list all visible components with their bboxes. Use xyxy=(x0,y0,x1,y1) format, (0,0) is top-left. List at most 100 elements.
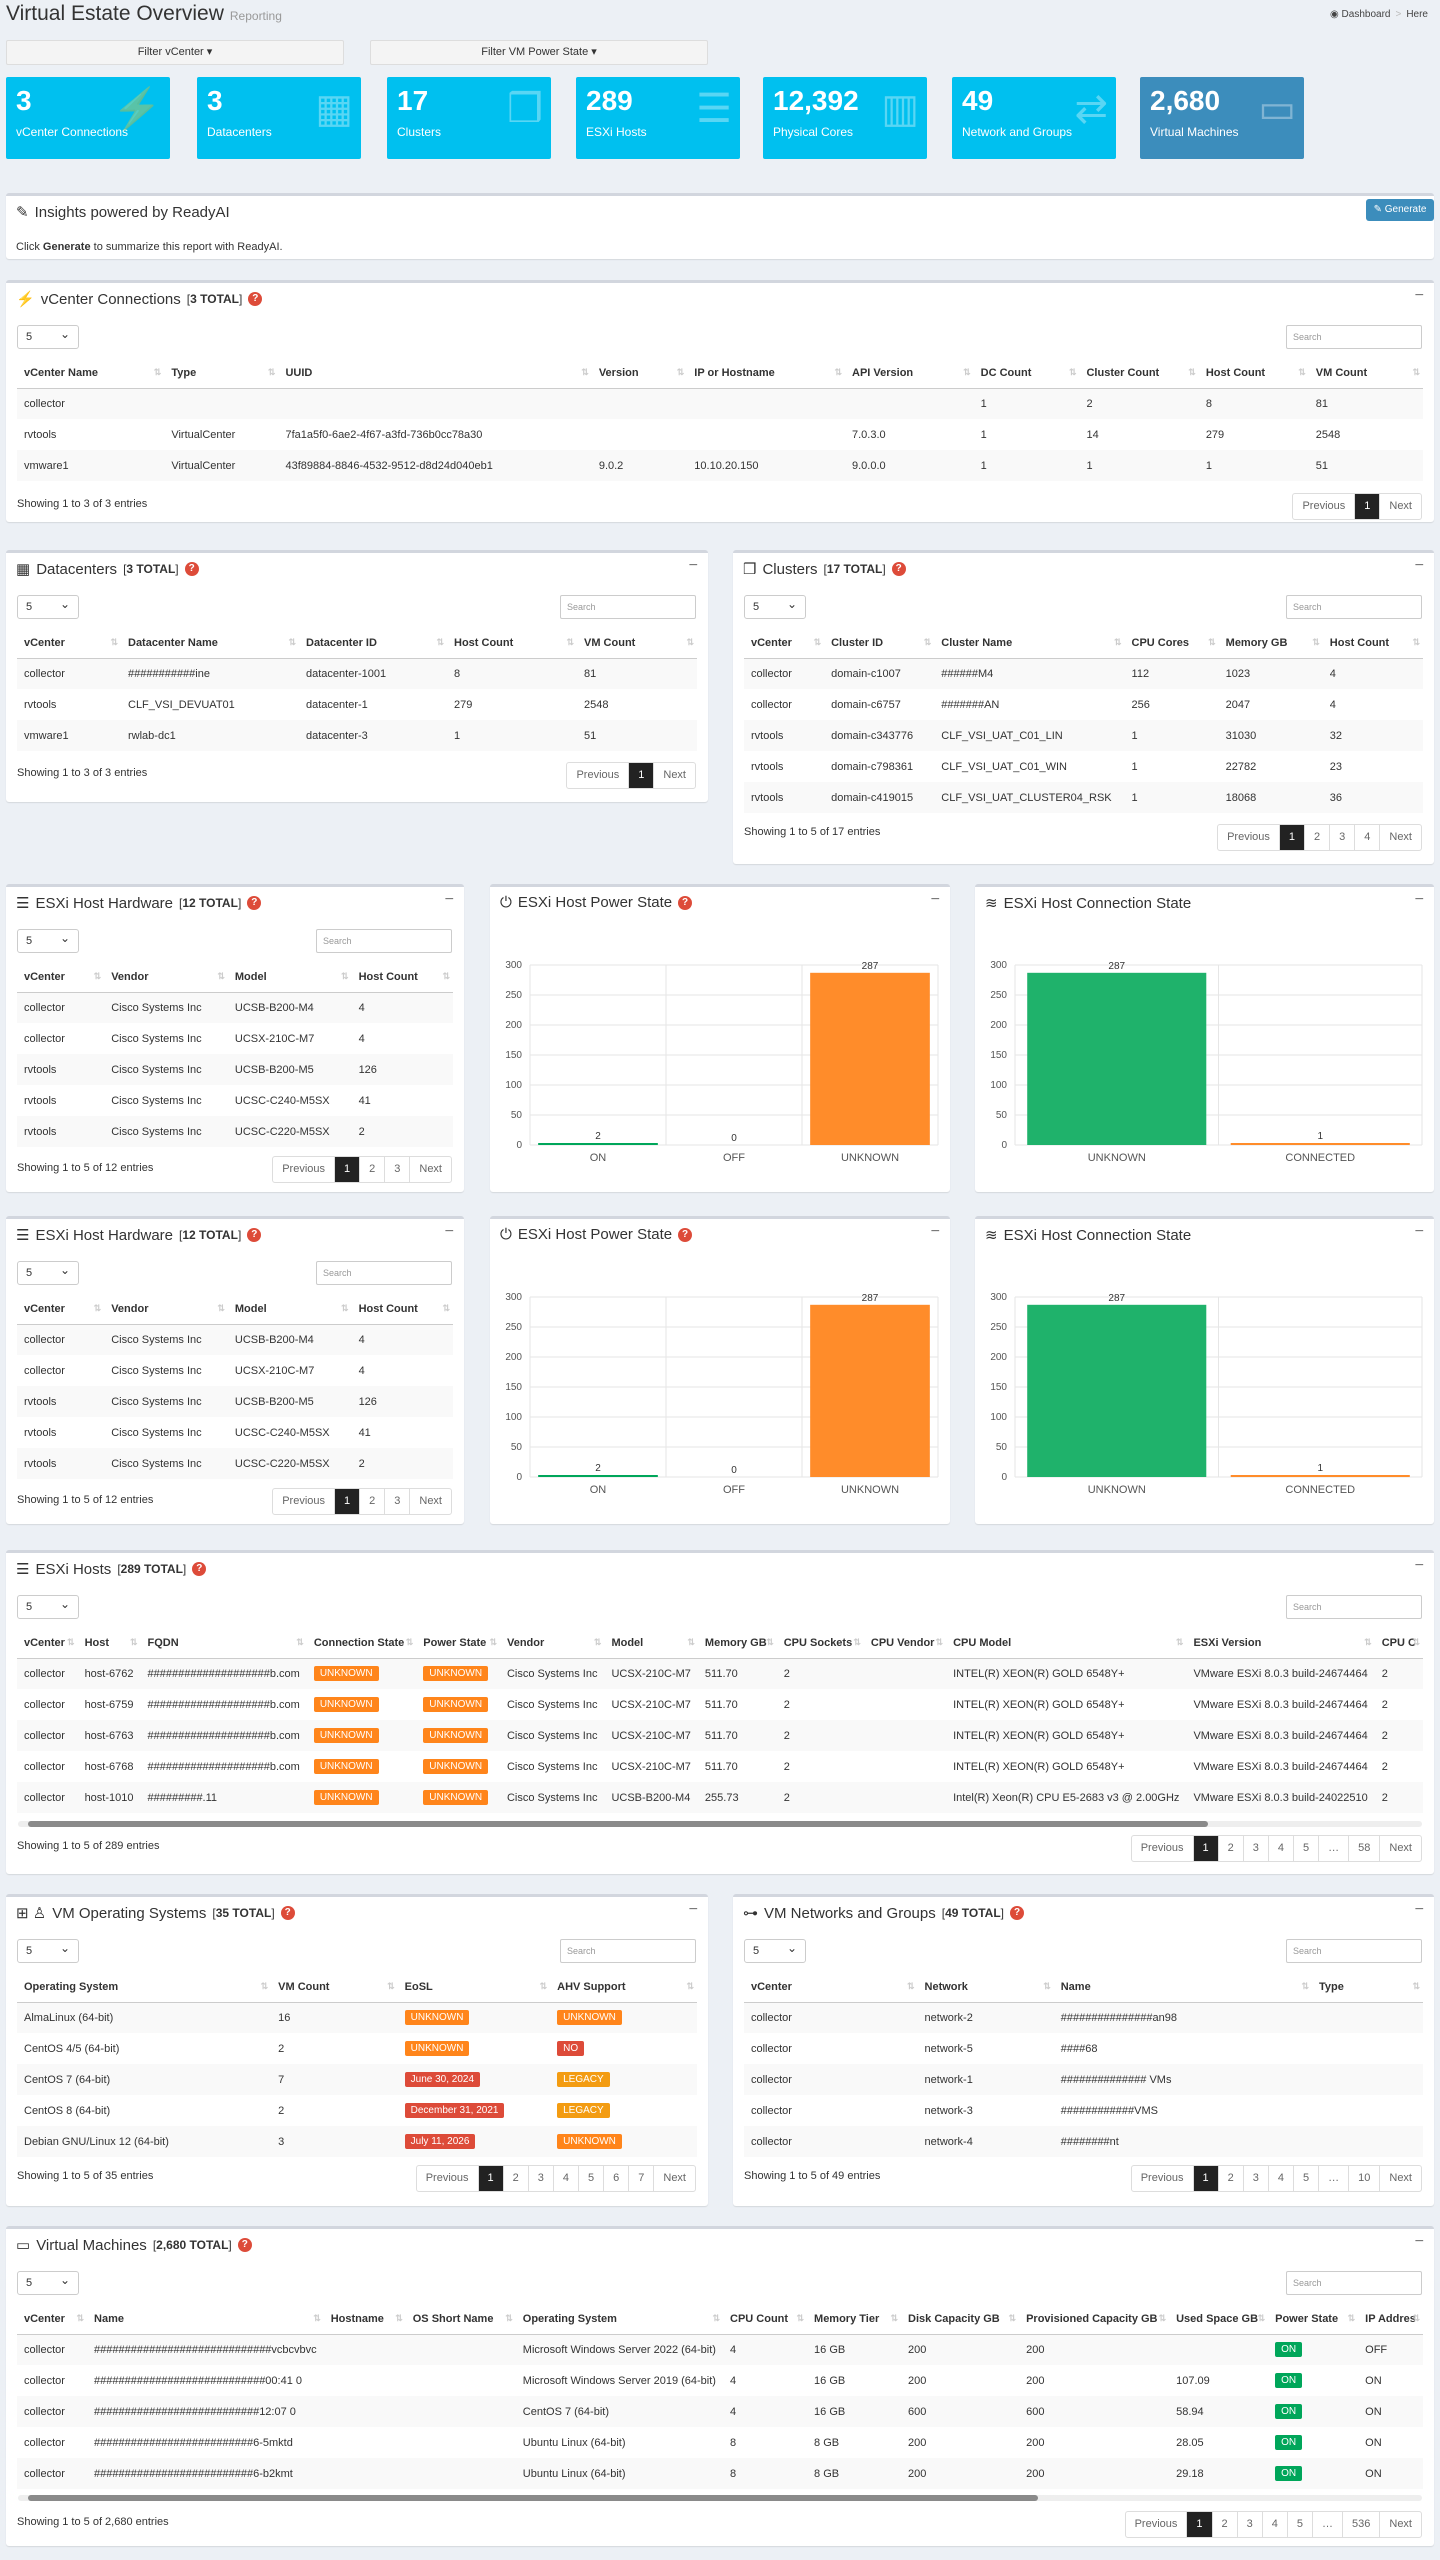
page-button[interactable]: 10 xyxy=(1348,2166,1379,2191)
page-button[interactable]: 1 xyxy=(1192,1836,1218,1861)
column-header[interactable]: vCenter xyxy=(17,629,121,659)
tile-network-and-groups[interactable]: 49 Network and Groups ⇄ xyxy=(952,77,1116,159)
prev-page-button[interactable]: Previous xyxy=(1134,2518,1178,2530)
column-header[interactable]: vCenter xyxy=(17,2305,88,2335)
tile-clusters[interactable]: 17 Clusters ❒ xyxy=(387,77,551,159)
page-button[interactable]: 1 xyxy=(334,1157,360,1182)
page-button[interactable]: 7 xyxy=(628,2166,653,2191)
column-header[interactable]: Name xyxy=(87,2305,324,2335)
table-row[interactable]: collector network-3 ############VMS xyxy=(744,2095,1423,2126)
page-size-select[interactable]: 5 xyxy=(17,1937,79,1963)
collapse-button[interactable]: − xyxy=(1414,2233,1424,2250)
prev-page-button[interactable]: Previous xyxy=(425,2172,469,2184)
table-row[interactable]: AlmaLinux (64-bit) 16 UNKNOWN UNKNOWN xyxy=(17,2002,697,2033)
bar-unknown[interactable] xyxy=(810,1304,930,1477)
page-size-select[interactable]: 5 xyxy=(744,1937,806,1963)
table-row[interactable]: CentOS 8 (64-bit) 2 December 31, 2021 LEGAC… xyxy=(17,2095,697,2126)
page-button[interactable]: 4 xyxy=(1267,1836,1293,1861)
help-icon[interactable]: ? xyxy=(248,292,263,306)
table-row[interactable]: rvtools VirtualCenter 7fa1a5f0-6ae2-4f67-a… xyxy=(17,419,1423,450)
page-button[interactable]: 4 xyxy=(1354,825,1379,850)
page-button[interactable]: 3 xyxy=(1242,1836,1268,1861)
table-row[interactable]: collector #############################vc… xyxy=(17,2334,1423,2365)
column-header[interactable]: vCenter xyxy=(17,1295,105,1325)
column-header[interactable]: Memory Tier xyxy=(807,2305,902,2335)
page-size-select[interactable]: 5 xyxy=(17,1593,79,1619)
table-row[interactable]: rvtools domain-c343776 CLF_VSI_UAT_C01_LIN… xyxy=(744,720,1423,751)
table-row[interactable]: rvtools Cisco Systems Inc UCSB-B200-M5 126 xyxy=(17,1054,453,1085)
page-button[interactable]: … xyxy=(1318,2166,1348,2191)
prev-page-button[interactable]: Previous xyxy=(1140,2172,1184,2184)
next-page-button[interactable]: Next xyxy=(1379,1836,1421,1861)
table-row[interactable]: rvtools domain-c419015 CLF_VSI_UAT_CLUSTER… xyxy=(744,782,1423,813)
page-button[interactable]: 1 xyxy=(1192,2166,1218,2191)
column-header[interactable]: CPU Sockets xyxy=(776,1629,864,1659)
collapse-button[interactable]: − xyxy=(1414,1557,1424,1574)
page-button[interactable]: 6 xyxy=(603,2166,628,2191)
bar-unknown[interactable] xyxy=(1027,1304,1207,1477)
column-header[interactable]: CPU Cores xyxy=(1124,629,1219,659)
column-header[interactable]: Vendor xyxy=(104,963,228,993)
page-button[interactable]: … xyxy=(1312,2512,1342,2537)
column-header[interactable]: OS Short Name xyxy=(405,2305,516,2335)
next-page-button[interactable]: Next xyxy=(653,2166,695,2191)
collapse-button[interactable]: − xyxy=(444,891,454,908)
column-header[interactable]: Vendor xyxy=(104,1295,228,1325)
column-header[interactable]: Memory GB xyxy=(697,1629,777,1659)
page-button[interactable]: 3 xyxy=(1329,825,1354,850)
prev-page-button[interactable]: Previous xyxy=(282,1495,325,1507)
collapse-button[interactable]: − xyxy=(444,1223,454,1240)
column-header[interactable]: vCenter xyxy=(744,1973,918,2003)
column-header[interactable]: Host xyxy=(77,1629,141,1659)
table-row[interactable]: collector ############################00:… xyxy=(17,2365,1423,2396)
page-button[interactable]: 2 xyxy=(502,2166,528,2191)
table-row[interactable]: collector 1 2 8 81 xyxy=(17,388,1423,419)
collapse-button[interactable]: − xyxy=(688,557,698,574)
table-row[interactable]: rvtools CLF_VSI_DEVUAT01 datacenter-1 279 25… xyxy=(17,689,697,720)
table-row[interactable]: collector host-6763 ####################b.… xyxy=(17,1720,1423,1751)
column-header[interactable]: Power State xyxy=(1268,2305,1359,2335)
column-header[interactable]: Connection State xyxy=(306,1629,417,1659)
page-button[interactable]: 2 xyxy=(1211,2512,1237,2537)
search-input[interactable]: Search xyxy=(1286,595,1422,619)
page-button[interactable]: 3 xyxy=(1242,2166,1268,2191)
next-page-button[interactable]: Next xyxy=(1379,2166,1421,2191)
prev-page-button[interactable]: Previous xyxy=(282,1163,325,1175)
search-input[interactable]: Search xyxy=(1286,1595,1422,1619)
table-row[interactable]: collector ##########################6-b2k… xyxy=(17,2458,1423,2489)
tile-physical-cores[interactable]: 12,392 Physical Cores ▥ xyxy=(763,77,927,159)
page-size-select[interactable]: 5 xyxy=(17,1259,79,1285)
horizontal-scrollbar[interactable] xyxy=(6,2493,1434,2503)
filter-power-state-button[interactable]: Filter VM Power State ▾ xyxy=(370,40,708,65)
table-row[interactable]: rvtools Cisco Systems Inc UCSC-C240-M5SX 41 xyxy=(17,1417,453,1448)
table-row[interactable]: vmware1 VirtualCenter 43f89884-8846-4532-9… xyxy=(17,450,1423,481)
table-row[interactable]: CentOS 4/5 (64-bit) 2 UNKNOWN NO xyxy=(17,2033,697,2064)
bar-unknown[interactable] xyxy=(810,972,930,1145)
next-page-button[interactable]: Next xyxy=(1379,825,1421,850)
page-size-select[interactable]: 5 xyxy=(17,927,79,953)
column-header[interactable]: Type xyxy=(1312,1973,1423,2003)
search-input[interactable]: Search xyxy=(1286,2271,1422,2295)
page-size-select[interactable]: 5 xyxy=(17,323,79,349)
table-row[interactable]: collector host-6768 ####################b.… xyxy=(17,1751,1423,1782)
search-input[interactable]: Search xyxy=(560,1939,696,1963)
column-header[interactable]: CPU Count xyxy=(723,2305,808,2335)
column-header[interactable]: vCenter xyxy=(17,1629,78,1659)
column-header[interactable]: CPU Vendor xyxy=(863,1629,947,1659)
page-button[interactable]: 3 xyxy=(384,1157,409,1182)
column-header[interactable]: Hostname xyxy=(323,2305,406,2335)
help-icon[interactable]: ? xyxy=(280,1906,295,1920)
search-input[interactable]: Search xyxy=(1286,1939,1422,1963)
column-header[interactable]: CPU Model xyxy=(946,1629,1187,1659)
page-button[interactable]: 2 xyxy=(1217,2166,1243,2191)
column-header[interactable]: ESXi Version xyxy=(1186,1629,1375,1659)
help-icon[interactable]: ? xyxy=(891,562,906,576)
column-header[interactable]: Version xyxy=(591,359,688,389)
page-button[interactable]: 2 xyxy=(1304,825,1329,850)
page-button[interactable]: 5 xyxy=(1293,2166,1318,2191)
collapse-button[interactable]: − xyxy=(1414,1223,1424,1240)
column-header[interactable]: Vendor xyxy=(499,1629,605,1659)
column-header[interactable]: EoSL xyxy=(397,1973,551,2003)
column-header[interactable]: Host Count xyxy=(1198,359,1309,389)
table-row[interactable]: collector Cisco Systems Inc UCSX-210C-M7 4 xyxy=(17,1355,453,1386)
